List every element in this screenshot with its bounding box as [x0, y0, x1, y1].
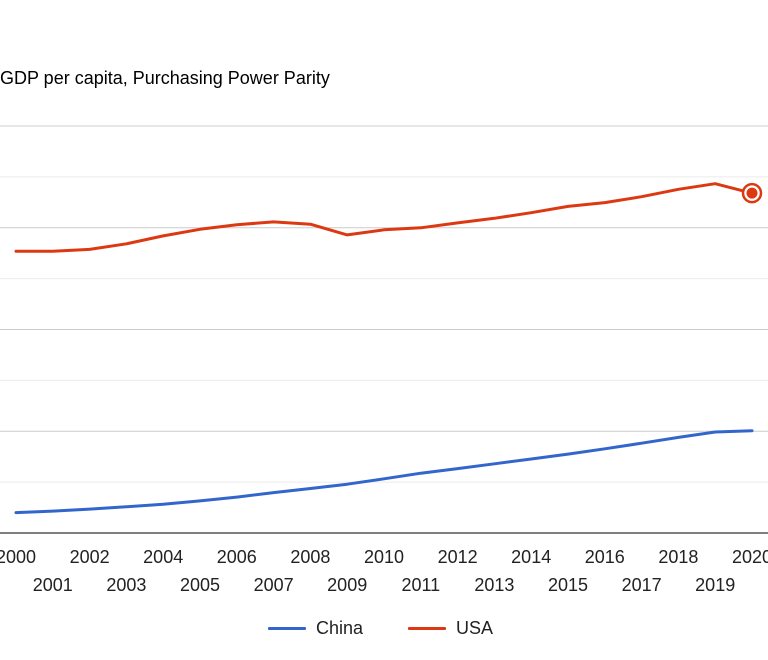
x-tick-label: 2002 — [70, 547, 110, 567]
x-tick-label: 2019 — [695, 575, 735, 595]
x-tick-label: 2003 — [106, 575, 146, 595]
x-tick-label: 2014 — [511, 547, 551, 567]
legend-item-usa[interactable]: USA — [408, 614, 493, 642]
x-tick-label: 2013 — [474, 575, 514, 595]
legend-label: China — [316, 617, 364, 638]
x-tick-label: 2007 — [254, 575, 294, 595]
legend-label: USA — [456, 617, 494, 638]
series-line-china[interactable] — [14, 429, 754, 515]
highlight-point-dot[interactable] — [746, 187, 758, 199]
legend-item-china[interactable]: China — [268, 614, 363, 642]
x-tick-label: 2020 — [732, 547, 768, 567]
x-tick-label: 2001 — [33, 575, 73, 595]
gridlines — [0, 125, 768, 534]
x-tick-label: 2012 — [438, 547, 478, 567]
x-tick-label: 2009 — [327, 575, 367, 595]
x-tick-label: 2005 — [180, 575, 220, 595]
x-tick-label: 2006 — [217, 547, 257, 567]
x-tick-label: 2015 — [548, 575, 588, 595]
legend: China USA — [0, 614, 768, 642]
chart-title: GDP per capita, Purchasing Power Parity — [0, 68, 330, 88]
x-tick-label: 2018 — [658, 547, 698, 567]
legend-swatch — [268, 626, 306, 630]
series-line-usa[interactable] — [14, 182, 754, 253]
x-tick-label: 2010 — [364, 547, 404, 567]
x-tick-label: 2017 — [622, 575, 662, 595]
point-markers — [741, 182, 763, 204]
x-tick-label: 2011 — [401, 575, 440, 595]
x-tick-label: 2016 — [585, 547, 625, 567]
x-tick-label: 2008 — [290, 547, 330, 567]
series-lines — [14, 182, 754, 515]
x-tick-label: 2000 — [0, 547, 36, 567]
x-axis-ticks: 2000 2001 2002 2003 2004 2005 2006 2007 2008 2009… — [0, 547, 768, 595]
legend-swatch — [408, 626, 446, 630]
x-tick-label: 2004 — [143, 547, 183, 567]
line-chart: 2000 2001 2002 2003 2004 2005 2006 2007 2008 2009… — [0, 125, 768, 595]
